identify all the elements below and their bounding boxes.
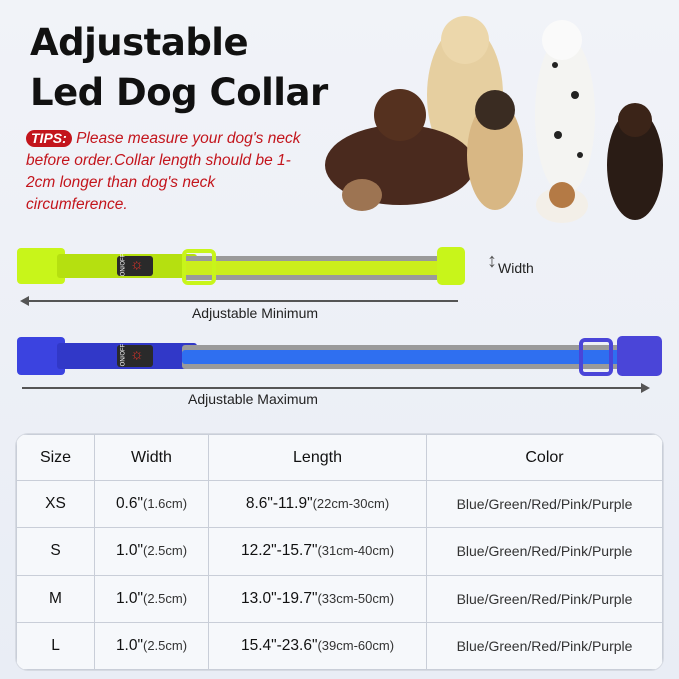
led-sun-icon: ☼ bbox=[130, 256, 144, 273]
header-width: Width bbox=[94, 434, 209, 481]
adjustable-minimum-label: Adjustable Minimum bbox=[191, 305, 319, 321]
power-button-label: ON/OFF bbox=[120, 343, 127, 367]
on-off-button[interactable] bbox=[117, 256, 153, 276]
tips-badge: TIPS: bbox=[26, 130, 72, 147]
power-button-label: ON/OFF bbox=[120, 253, 127, 277]
table-row: M 1.0"(2.5cm) 13.0"-19.7"(33cm-50cm) Blu… bbox=[16, 574, 663, 623]
width-label: Width bbox=[498, 260, 534, 276]
collar-minimum: ON/OFF ☼ bbox=[17, 244, 467, 289]
on-off-button[interactable] bbox=[117, 345, 153, 367]
header-length: Length bbox=[208, 434, 427, 481]
collar-maximum: ON/OFF ☼ bbox=[17, 333, 667, 381]
table-header-row: Size Width Length Color bbox=[16, 434, 663, 481]
arrow-right bbox=[22, 383, 650, 393]
size-chart-table: Size Width Length Color XS 0.6"(1.6cm) 8… bbox=[16, 434, 663, 670]
header-color: Color bbox=[426, 434, 663, 481]
adjustable-maximum-label: Adjustable Maximum bbox=[188, 391, 318, 407]
tips-note: TIPS: Please measure your dog's neck bef… bbox=[26, 130, 301, 213]
dogs-photo bbox=[325, 16, 663, 223]
width-arrow-icon: ↕ bbox=[487, 250, 497, 272]
table-row: S 1.0"(2.5cm) 12.2"-15.7"(31cm-40cm) Blu… bbox=[16, 527, 663, 576]
led-sun-icon: ☼ bbox=[130, 346, 144, 363]
table-row: L 1.0"(2.5cm) 15.4"-23.6"(39cm-60cm) Blu… bbox=[16, 621, 663, 670]
table-row: XS 0.6"(1.6cm) 8.6"-11.9"(22cm-30cm) Blu… bbox=[16, 479, 663, 529]
product-title: Adjustable Led Dog Collar bbox=[30, 21, 328, 114]
arrow-left bbox=[20, 296, 458, 306]
header-size: Size bbox=[16, 434, 95, 481]
